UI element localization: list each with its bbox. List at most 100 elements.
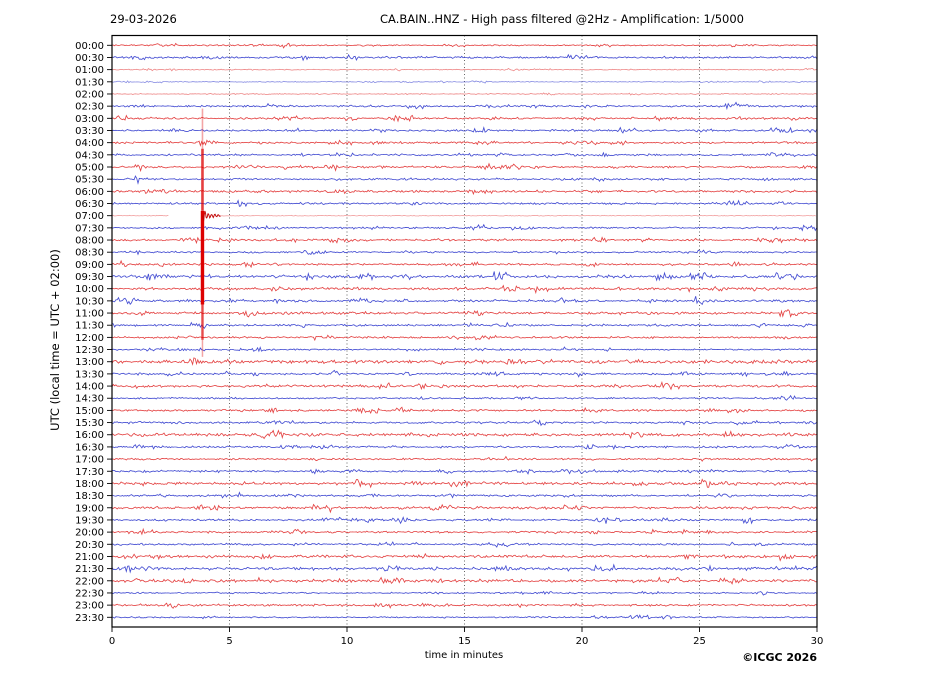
- trace-row: [111, 380, 817, 391]
- trace-row: [111, 139, 817, 147]
- trace-row: [111, 53, 817, 62]
- row-label: 01:30: [75, 77, 104, 88]
- trace-row: [111, 406, 817, 415]
- row-label: 18:30: [75, 491, 104, 502]
- row-label: 11:00: [75, 309, 104, 320]
- row-label: 22:00: [75, 576, 104, 587]
- row-label: 19:30: [75, 515, 104, 526]
- row-label: 10:00: [75, 284, 104, 295]
- row-label: 03:00: [75, 114, 104, 125]
- row-label: 23:30: [75, 613, 104, 624]
- flat-trace-segment: [111, 214, 169, 217]
- x-tick-label: 5: [226, 636, 232, 647]
- row-label: 05:30: [75, 175, 104, 186]
- row-label: 12:00: [75, 333, 104, 344]
- row-label: 20:00: [75, 528, 104, 539]
- trace-row: [111, 552, 817, 562]
- row-label: 21:00: [75, 552, 104, 563]
- trace-row: [111, 259, 817, 269]
- row-label: 21:30: [75, 564, 104, 575]
- trace-row: [111, 369, 817, 378]
- trace-row: [111, 334, 817, 342]
- row-label: 14:30: [75, 394, 104, 405]
- trace-row: [111, 223, 817, 232]
- row-label: 04:00: [75, 138, 104, 149]
- trace-row: [111, 236, 817, 245]
- flat-trace-segment: [218, 214, 816, 217]
- row-label: 15:00: [75, 406, 104, 417]
- row-label: 22:30: [75, 588, 104, 599]
- trace-row: [111, 527, 817, 536]
- trace-row: [111, 80, 817, 84]
- trace-row: [111, 394, 817, 401]
- row-label: 09:30: [75, 272, 104, 283]
- trace-row: [111, 516, 817, 525]
- row-label: 07:00: [75, 211, 104, 222]
- row-label: 20:30: [75, 540, 104, 551]
- trace-row: [111, 478, 817, 489]
- row-label: 02:30: [75, 102, 104, 113]
- row-label: 19:00: [75, 503, 104, 514]
- row-label: 14:00: [75, 382, 104, 393]
- row-label: 16:00: [75, 430, 104, 441]
- row-label: 11:30: [75, 321, 104, 332]
- trace-row: [111, 357, 817, 366]
- trace-row: [111, 296, 817, 306]
- trace-row: [111, 162, 817, 173]
- trace-row: [112, 188, 817, 196]
- row-label: 03:30: [75, 126, 104, 137]
- row-label: 00:00: [75, 41, 104, 52]
- trace-row: [111, 67, 817, 72]
- row-label: 09:00: [75, 260, 104, 271]
- row-label: 18:00: [75, 479, 104, 490]
- trace-row: [111, 101, 817, 111]
- row-label: 02:00: [75, 89, 104, 100]
- x-tick-label: 20: [576, 636, 589, 647]
- row-label: 12:30: [75, 345, 104, 356]
- trace-row: [111, 126, 817, 134]
- trace-row: [111, 503, 817, 514]
- row-label: 00:30: [75, 53, 104, 64]
- trace-row: [111, 455, 817, 462]
- x-tick-label: 30: [811, 636, 824, 647]
- row-label: 23:00: [75, 601, 104, 612]
- trace-row: [111, 346, 817, 353]
- row-label: 13:30: [75, 369, 104, 380]
- trace-row: [111, 321, 817, 330]
- trace-row: [111, 491, 817, 499]
- trace-row: [112, 419, 817, 427]
- x-tick-label: 10: [341, 636, 354, 647]
- row-label: 08:30: [75, 248, 104, 259]
- row-label: 10:30: [75, 296, 104, 307]
- trace-row: [111, 175, 817, 185]
- date-label: 29-03-2026: [110, 12, 177, 26]
- trace-row: [111, 576, 817, 585]
- row-label: 13:00: [75, 357, 104, 368]
- trace-row: [111, 563, 817, 574]
- row-label: 06:30: [75, 199, 104, 210]
- plot-title: CA.BAIN..HNZ - High pass filtered @2Hz -…: [380, 12, 744, 26]
- trace-row: [111, 308, 817, 318]
- row-label: 08:00: [75, 236, 104, 247]
- trace-row: [111, 271, 817, 282]
- event-coda: [202, 210, 221, 222]
- trace-row: [111, 92, 817, 96]
- trace-row: [112, 443, 817, 451]
- trace-row: [112, 114, 817, 123]
- plot-frame: [111, 34, 818, 628]
- row-label: 05:00: [75, 163, 104, 174]
- trace-row: [111, 42, 817, 49]
- trace-row: [112, 590, 817, 596]
- trace-row: [111, 602, 817, 609]
- x-tick-label: 0: [109, 636, 115, 647]
- trace-row: [111, 614, 817, 620]
- row-label: 06:00: [75, 187, 104, 198]
- trace-row: [111, 199, 817, 208]
- copyright-label: ©ICGC 2026: [742, 651, 817, 664]
- trace-row: [111, 429, 817, 440]
- row-label: 17:00: [75, 455, 104, 466]
- x-tick-label: 25: [693, 636, 706, 647]
- trace-row: [111, 541, 817, 548]
- row-label: 01:00: [75, 65, 104, 76]
